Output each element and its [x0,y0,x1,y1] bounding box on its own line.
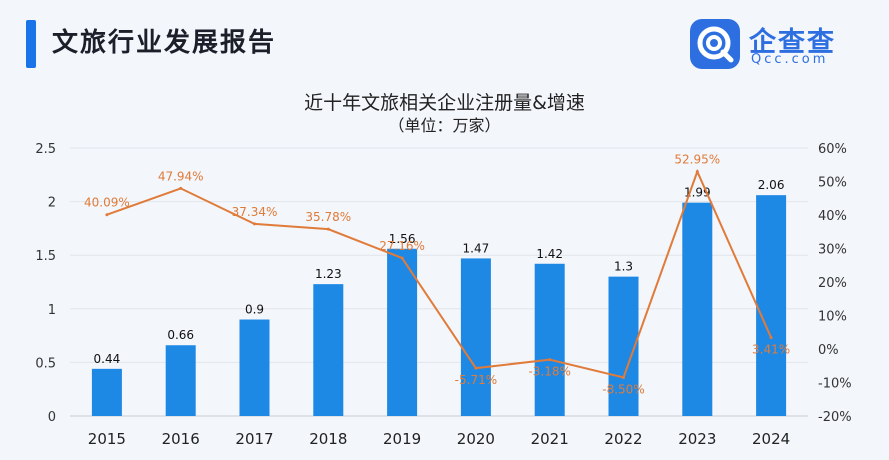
left-axis-tick-label: 2 [48,196,56,211]
bar [460,258,491,416]
growth-data-label: -8.50% [602,382,644,396]
bar-data-label: 1.47 [463,241,490,255]
logo-name: 企查查 [749,27,836,58]
qcc-logo: 企查查 Qcc.com [689,16,869,72]
growth-data-label: -3.18% [528,365,570,379]
growth-point [179,186,183,190]
x-axis-tick-label: 2019 [383,430,421,448]
right-axis-tick-label: 40% [818,209,847,224]
bar [756,195,787,416]
x-axis-tick-label: 2016 [162,430,200,448]
bar-data-label: 0.66 [167,328,194,342]
growth-point [769,336,773,340]
title-accent-bar [26,20,36,68]
chart-subtitle: （单位：万家） [388,116,501,135]
growth-data-label: 52.95% [674,153,720,167]
right-axis-tick-label: 30% [818,243,847,258]
right-axis-tick-label: 0% [818,343,839,358]
right-axis-tick-label: -20% [818,410,852,425]
bar-data-label: 1.42 [536,247,563,261]
x-axis-tick-label: 2015 [88,430,126,448]
growth-point [474,366,478,370]
left-axis-tick-label: 1.5 [35,249,56,264]
right-axis-tick-label: 10% [818,310,847,325]
growth-point [105,213,109,217]
growth-point [326,227,330,231]
bar [682,202,713,416]
growth-data-label: 27.16% [379,239,425,253]
bar [91,368,122,416]
right-axis-tick-label: 20% [818,276,847,291]
bar [313,284,344,416]
growth-line [106,168,773,379]
right-axis-tick-label: -10% [818,377,852,392]
bar [239,319,270,416]
growth-point [695,170,699,174]
x-axis-tick-label: 2017 [235,430,273,448]
left-axis-tick-label: 0.5 [35,356,56,371]
left-axis-tick-label: 1 [48,303,56,318]
bar-data-label: 1.23 [315,267,342,281]
right-axis-tick-label: 60% [818,142,847,157]
growth-point [548,358,552,362]
growth-data-label: 40.09% [84,196,130,210]
x-axis-tick-label: 2018 [309,430,347,448]
bar [165,345,196,416]
growth-data-label: 47.94% [158,169,204,183]
bar-data-label: 2.06 [758,178,785,192]
growth-data-label: -5.71% [455,373,497,387]
left-axis-tick-label: 2.5 [35,142,56,157]
logo-url: Qcc.com [751,52,829,67]
growth-data-label: 35.78% [305,210,351,224]
x-axis-tick-label: 2020 [457,430,495,448]
growth-point [400,256,404,260]
qcc-logo-icon [690,19,740,69]
x-axis-tick-label: 2024 [752,430,790,448]
growth-point [622,375,625,379]
x-axis-tick-label: 2022 [604,430,642,448]
bar [534,263,565,416]
growth-point [253,222,256,226]
report-title: 文旅行业发展报告 [52,28,277,58]
bar-data-label: 0.44 [94,352,121,366]
bar-data-label: 0.9 [245,303,264,317]
x-axis-tick-label: 2023 [678,430,716,448]
bar [608,276,639,416]
report-header: 文旅行业发展报告 企查查 Qcc.com [0,0,889,80]
x-axis-tick-label: 2021 [531,430,569,448]
right-axis-tick-label: 50% [818,176,847,191]
chart-title: 近十年文旅相关企业注册量&增速 [304,92,585,114]
bar-data-label: 1.3 [614,260,633,274]
growth-data-label: 37.34% [232,205,278,219]
left-axis-tick-label: 0 [48,410,56,425]
growth-data-label: 3.41% [752,343,790,357]
bar [387,248,418,416]
bar-data-label: 1.56 [389,232,416,246]
